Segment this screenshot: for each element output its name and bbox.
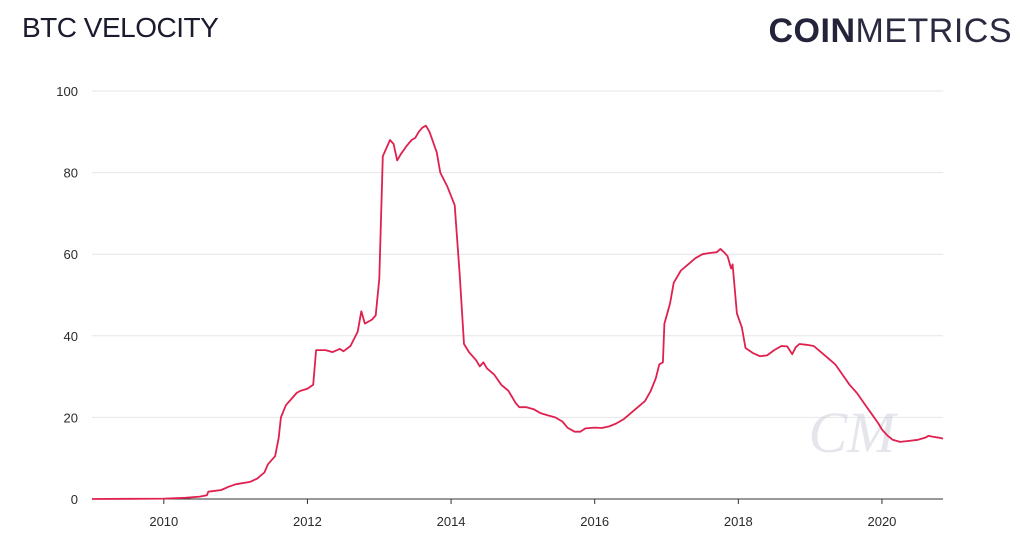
- grid-lines: [92, 90, 943, 418]
- y-tick-label: 80: [64, 166, 78, 181]
- x-tick-label: 2012: [293, 514, 322, 529]
- y-tick-label: 60: [64, 247, 78, 262]
- y-tick-label: 20: [64, 410, 78, 425]
- coinmetrics-logo: COINMETRICS: [769, 12, 1013, 51]
- y-tick-label: 0: [71, 492, 78, 507]
- x-tick-label: 2018: [724, 514, 753, 529]
- x-tick-label: 2016: [580, 514, 609, 529]
- y-tick-label: 100: [56, 84, 78, 99]
- logo-light-text: METRICS: [855, 12, 1012, 50]
- x-tick-label: 2020: [867, 514, 896, 529]
- y-tick-label: 40: [64, 329, 78, 344]
- y-axis-ticks: 0 20 40 60 80 100: [56, 84, 78, 507]
- x-tick-label: 2014: [437, 514, 466, 529]
- watermark-logo: CM: [809, 400, 899, 465]
- series-group: [91, 124, 944, 500]
- x-tick-label: 2010: [149, 514, 178, 529]
- x-axis-ticks: 2010 2012 2014 2016 2018 2020: [149, 499, 896, 529]
- series-line-btc-velocity: [91, 124, 944, 500]
- chart-title: BTC VELOCITY: [22, 12, 219, 43]
- logo-bold-text: COIN: [768, 12, 856, 50]
